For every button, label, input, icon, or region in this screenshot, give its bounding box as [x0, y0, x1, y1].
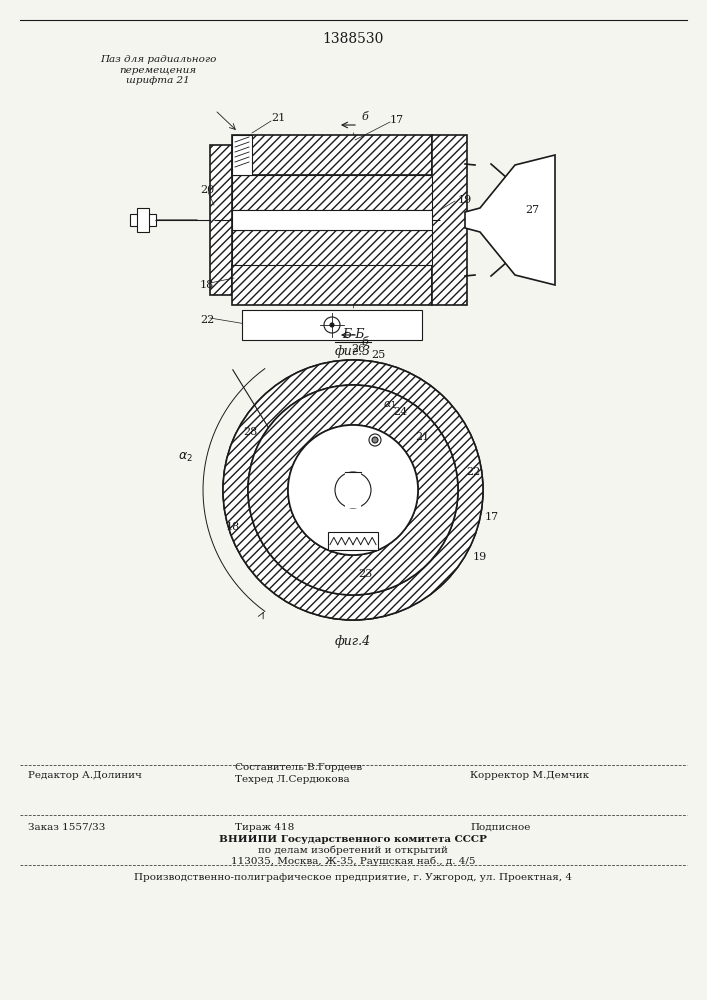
- Text: 21: 21: [271, 113, 285, 123]
- Circle shape: [335, 472, 371, 508]
- Text: б: б: [361, 337, 368, 347]
- Text: Техред Л.Сердюкова: Техред Л.Сердюкова: [235, 775, 350, 784]
- Text: 28: 28: [243, 427, 257, 437]
- Polygon shape: [465, 155, 555, 285]
- Bar: [130, 214, 156, 226]
- Bar: [232, 230, 432, 265]
- Text: Производственно-полиграфическое предприятие, г. Ужгород, ул. Проектная, 4: Производственно-полиграфическое предприя…: [134, 873, 572, 882]
- Text: 18: 18: [226, 522, 240, 532]
- Circle shape: [369, 434, 381, 446]
- Text: 22: 22: [200, 315, 214, 325]
- Circle shape: [324, 317, 340, 333]
- Circle shape: [330, 323, 334, 327]
- Text: 24: 24: [393, 407, 407, 417]
- Circle shape: [372, 437, 378, 443]
- Text: 23: 23: [358, 569, 373, 579]
- Text: 20: 20: [200, 185, 214, 195]
- Text: Заказ 1557/33: Заказ 1557/33: [28, 823, 105, 832]
- Text: 19: 19: [458, 195, 472, 205]
- Text: $\alpha_2$: $\alpha_2$: [178, 451, 193, 464]
- Text: 26: 26: [351, 344, 366, 354]
- Text: Составитель В.Гордеев: Составитель В.Гордеев: [235, 763, 362, 772]
- Text: фиг.3: фиг.3: [335, 345, 371, 358]
- Text: 22: 22: [466, 467, 480, 477]
- Text: 113035, Москва, Ж-35, Раушская наб., д. 4/5: 113035, Москва, Ж-35, Раушская наб., д. …: [230, 856, 475, 866]
- Text: Корректор М.Демчик: Корректор М.Демчик: [470, 771, 589, 780]
- Text: 21: 21: [415, 432, 429, 442]
- Bar: [210, 145, 232, 295]
- Text: 18: 18: [200, 280, 214, 290]
- Bar: [242, 310, 422, 340]
- Text: б: б: [361, 112, 368, 122]
- Bar: [232, 175, 432, 210]
- Bar: [432, 135, 467, 305]
- Bar: [232, 265, 432, 305]
- Text: Редактор А.Долинич: Редактор А.Долинич: [28, 771, 142, 780]
- Bar: [232, 210, 432, 230]
- Text: по делам изобретений и открытий: по делам изобретений и открытий: [258, 846, 448, 855]
- Text: 1388530: 1388530: [322, 32, 384, 46]
- Text: Б-Б: Б-Б: [341, 328, 364, 341]
- Bar: [232, 135, 252, 175]
- Text: 17: 17: [485, 512, 499, 522]
- Text: 27: 27: [525, 205, 539, 215]
- Text: Паз для радиального
перемещения
шрифта 21: Паз для радиального перемещения шрифта 2…: [100, 55, 216, 85]
- Bar: [232, 135, 432, 175]
- Circle shape: [288, 425, 418, 555]
- Text: Подписное: Подписное: [470, 823, 530, 832]
- Circle shape: [223, 360, 483, 620]
- Text: 19: 19: [473, 552, 487, 562]
- Bar: [137, 208, 149, 232]
- Text: 17: 17: [390, 115, 404, 125]
- Bar: [345, 472, 361, 508]
- Text: 25: 25: [371, 350, 385, 360]
- Text: фиг.4: фиг.4: [335, 635, 371, 648]
- Bar: [367, 414, 383, 434]
- Text: $\alpha_1$: $\alpha_1$: [383, 399, 397, 411]
- Text: Тираж 418: Тираж 418: [235, 823, 294, 832]
- Bar: [328, 532, 378, 550]
- Text: ВНИИПИ Государственного комитета СССР: ВНИИПИ Государственного комитета СССР: [219, 835, 487, 844]
